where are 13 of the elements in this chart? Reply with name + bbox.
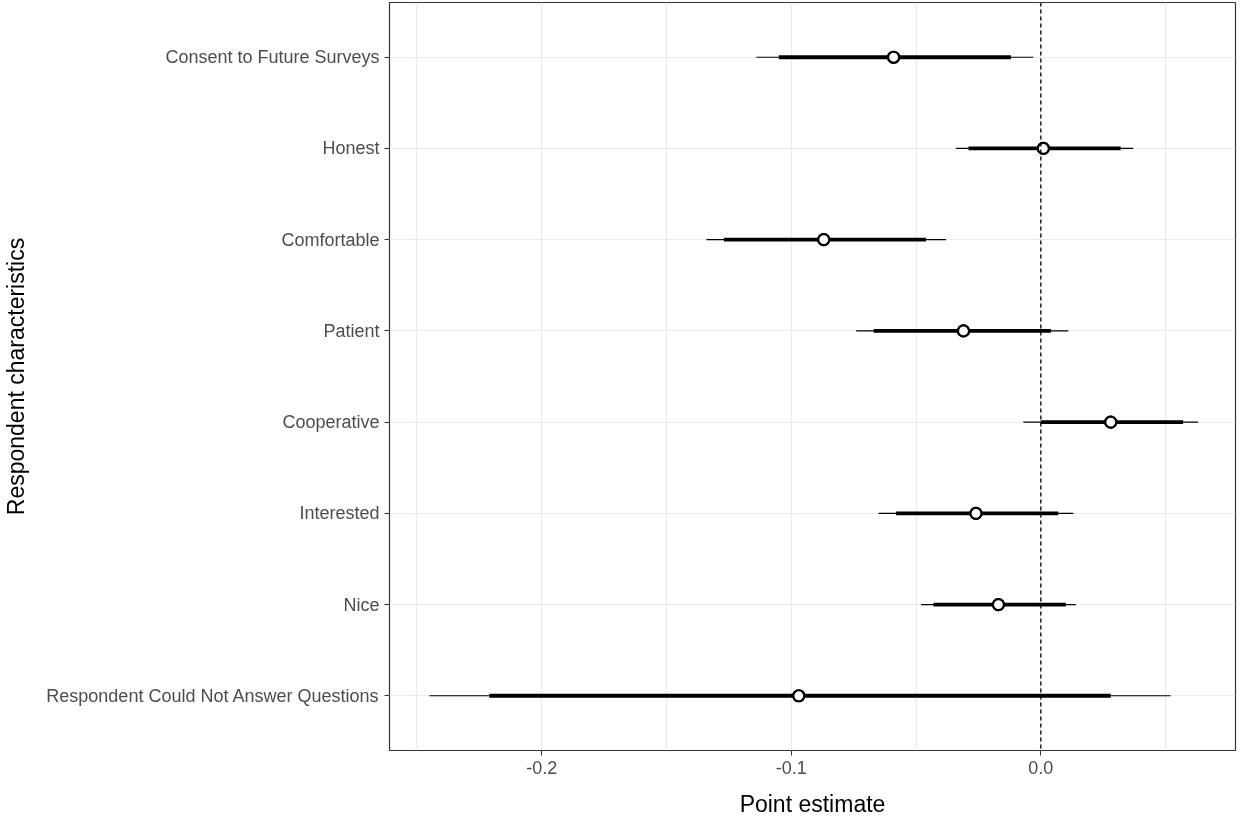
y-tick-label: Cooperative [282, 412, 380, 433]
y-tick-label: Nice [343, 594, 380, 615]
y-tick-label: Comfortable [281, 229, 380, 250]
y-tick-label: Interested [299, 503, 380, 524]
x-tick-label: -0.1 [775, 757, 807, 778]
y-tick-label: Honest [322, 138, 380, 159]
y-tick-label: Consent to Future Surveys [165, 47, 380, 68]
x-tick-label: -0.2 [526, 757, 558, 778]
x-axis-title: Point estimate [739, 790, 886, 817]
y-axis-title: Respondent characteristics [3, 237, 30, 516]
y-tick-label: Respondent Could Not Answer Questions [46, 685, 379, 706]
y-tick-label: Patient [323, 320, 380, 341]
x-tick-label: 0.0 [1028, 757, 1054, 778]
